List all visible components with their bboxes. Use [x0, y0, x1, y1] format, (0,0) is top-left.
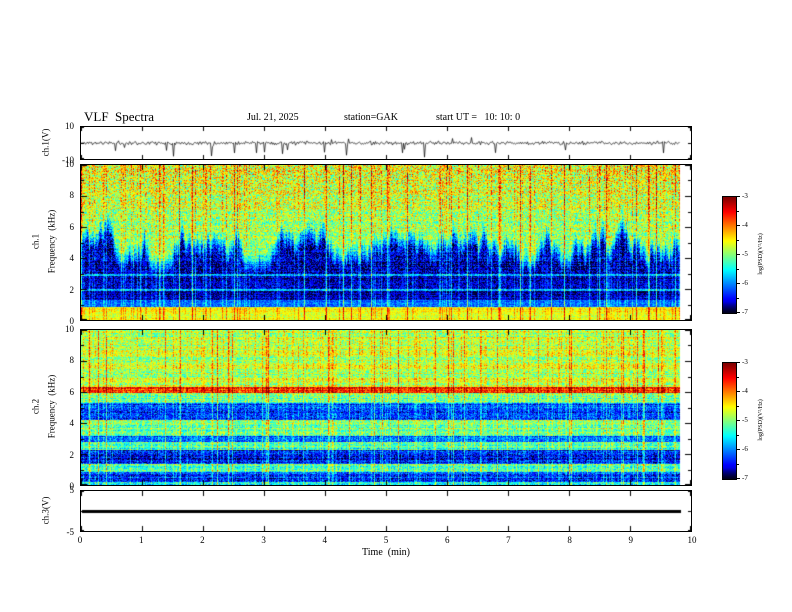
- y-tick-label: 4: [69, 418, 75, 429]
- y-tick-label: 2: [69, 449, 75, 460]
- y-tick-label: 6: [69, 221, 75, 232]
- y-tick-label: 8: [69, 355, 75, 366]
- colorbar-ch1: [722, 196, 737, 314]
- colorbar-minor-tick: [737, 298, 739, 299]
- colorbar-tick-label: -5: [742, 250, 748, 258]
- colorbar-tick-label: -4: [742, 221, 748, 229]
- colorbar-tick-label: -3: [742, 192, 748, 200]
- x-tick-label: 5: [383, 535, 389, 545]
- ch3-waveform-canvas: [81, 491, 691, 531]
- colorbar-minor-tick: [737, 269, 739, 270]
- colorbar-tick: [737, 196, 740, 197]
- y-tick-label: 10: [65, 159, 74, 169]
- x-tick-label: 3: [261, 535, 266, 545]
- colorbar-tick: [737, 391, 740, 392]
- y-tick-label: -10: [62, 155, 74, 165]
- y-tick-label: 0: [69, 316, 75, 326]
- y-tick-label: 8: [69, 190, 75, 201]
- colorbar-tick: [737, 420, 740, 421]
- start-ut-label: start UT = 10: 10: 0: [436, 112, 521, 123]
- colorbar-minor-tick: [737, 406, 739, 407]
- x-tick-label: 8: [567, 535, 572, 545]
- colorbar-tick: [737, 478, 740, 479]
- colorbar-tick-label: -6: [742, 445, 748, 453]
- x-tick-label: 0: [77, 535, 83, 545]
- colorbar-tick: [737, 449, 740, 450]
- ch1-spec-axis-label-channel: ch.1: [30, 233, 41, 250]
- colorbar-tick-label: -3: [742, 358, 748, 366]
- colorbar-minor-tick: [737, 464, 739, 465]
- station-label: station=GAK: [344, 112, 398, 123]
- ch3-voltage-axis-label: ch.3(V): [40, 496, 51, 525]
- colorbar-minor-tick: [737, 240, 739, 241]
- x-tick-label: 6: [444, 535, 450, 545]
- y-tick-label: 5: [69, 485, 75, 495]
- ch2-spec-axis-label-channel: ch.2: [30, 398, 41, 415]
- y-tick-label: 10: [65, 324, 74, 334]
- colorbar-tick-label: -4: [742, 387, 748, 395]
- colorbar-ch1-label: log(PSD)(V²/Hz): [758, 233, 764, 275]
- ch1-spectrogram-canvas: [81, 165, 691, 320]
- x-tick-label: 9: [628, 535, 634, 545]
- y-tick-label: 4: [69, 253, 75, 264]
- figure-date: Jul. 21, 2025: [247, 112, 299, 123]
- colorbar-tick: [737, 312, 740, 313]
- colorbar-minor-tick: [737, 435, 739, 436]
- x-tick-label: 10: [687, 535, 697, 545]
- colorbar-minor-tick: [737, 377, 739, 378]
- y-tick-label: -5: [66, 527, 75, 537]
- colorbar-tick: [737, 283, 740, 284]
- y-tick-label: 2: [69, 284, 75, 295]
- ch2-spectrogram-panel: [80, 329, 692, 486]
- colorbar-tick-label: -6: [742, 279, 748, 287]
- colorbar-minor-tick: [737, 211, 739, 212]
- time-axis-label: Time (min): [362, 547, 410, 558]
- colorbar-ch2-label: log(PSD)(V²/Hz): [758, 399, 764, 441]
- colorbar-tick: [737, 225, 740, 226]
- x-tick-label: 1: [138, 535, 144, 545]
- y-tick-label: 10: [65, 121, 74, 131]
- ch3-waveform-panel: [80, 490, 692, 532]
- x-tick-label: 2: [200, 535, 205, 545]
- colorbar-tick: [737, 254, 740, 255]
- x-tick-label: 7: [506, 535, 511, 545]
- y-tick-label: 0: [69, 481, 75, 491]
- colorbar-tick-label: -7: [742, 474, 748, 482]
- colorbar-tick-label: -7: [742, 308, 748, 316]
- ch1-waveform-panel: [80, 126, 692, 160]
- colorbar-tick: [737, 362, 740, 363]
- colorbar-ch2: [722, 362, 737, 480]
- ch2-spectrogram-canvas: [81, 330, 691, 485]
- y-tick-label: 6: [69, 386, 75, 397]
- ch1-spectrogram-panel: [80, 164, 692, 321]
- figure-title: VLF Spectra: [84, 109, 155, 124]
- colorbar-tick-label: -5: [742, 416, 748, 424]
- x-tick-label: 4: [322, 535, 328, 545]
- ch1-waveform-canvas: [81, 127, 691, 159]
